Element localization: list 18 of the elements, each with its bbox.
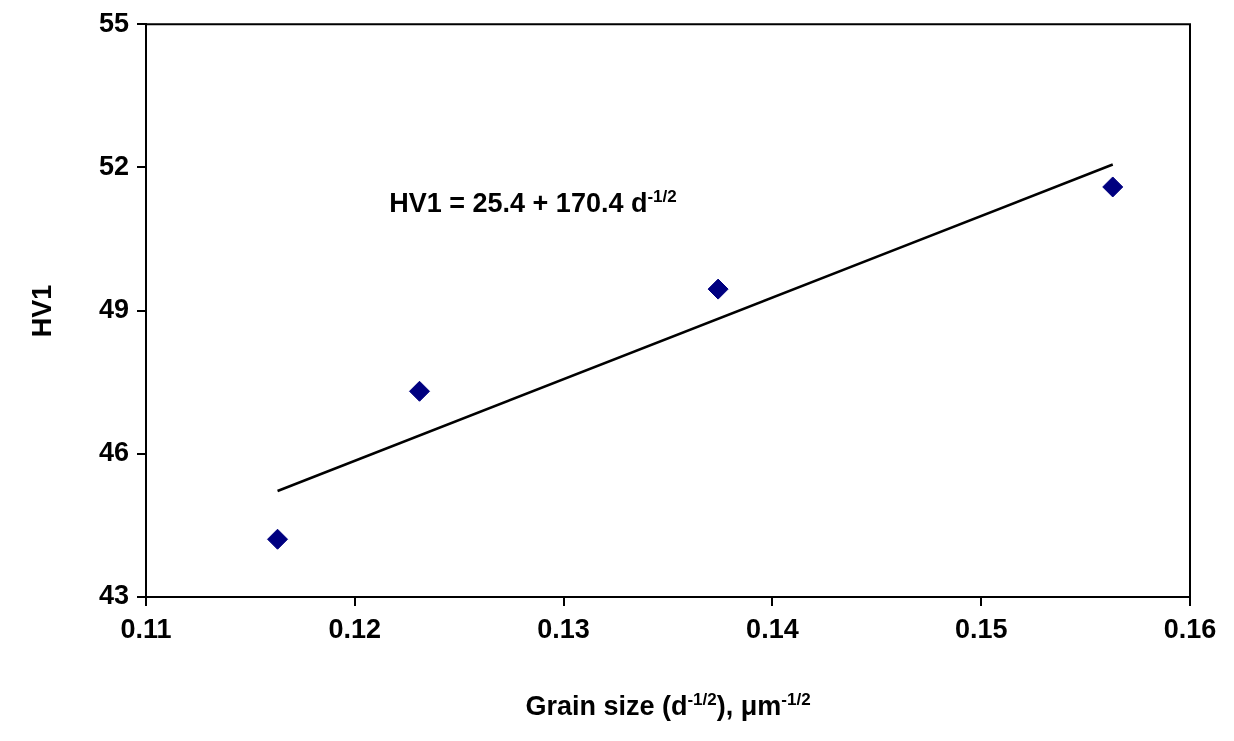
point bbox=[1102, 176, 1124, 198]
y-axis-title: HV1 bbox=[26, 284, 58, 337]
y-tick-label: 55 bbox=[98, 7, 129, 38]
y-tick-label: 43 bbox=[98, 580, 129, 611]
point bbox=[707, 278, 729, 300]
x-axis-title: Grain size (d$^{-1/2}$), μm$^{-1/2}$ bbox=[525, 690, 811, 722]
point bbox=[267, 528, 289, 550]
x-tick-label: 0.15 bbox=[954, 613, 1008, 644]
y-tick-label: 52 bbox=[98, 150, 129, 181]
x-tick-label: 0.12 bbox=[328, 613, 382, 644]
annotation: HV1 = 25.4 + 170.4 d$^{-1/2}$ bbox=[389, 187, 677, 220]
y-tick-label: 49 bbox=[98, 294, 129, 325]
x-tick-label: 0.16 bbox=[1163, 613, 1217, 644]
point bbox=[409, 380, 431, 402]
x-tick-label: 0.14 bbox=[746, 613, 799, 644]
y-tick-label: 46 bbox=[98, 437, 129, 468]
x-tick-label: 0.13 bbox=[537, 613, 590, 644]
x-tick-label: 0.11 bbox=[120, 613, 172, 644]
